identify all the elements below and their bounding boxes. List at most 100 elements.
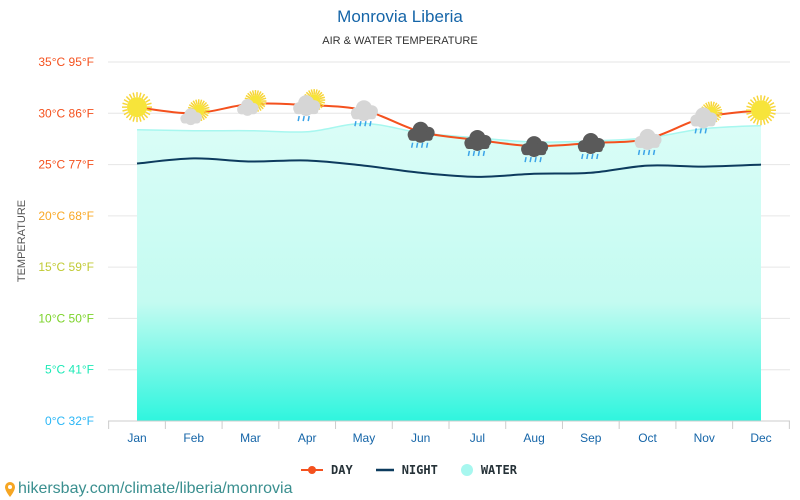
sun-ray — [714, 104, 720, 109]
sun-ray — [716, 108, 723, 112]
sun-ray — [319, 102, 325, 107]
sun-ray — [261, 97, 267, 101]
y-tick-label: 10°C 50°F — [38, 311, 94, 325]
footer-url: hikersbay.com/climate/liberia/monrovia — [18, 480, 293, 497]
sun-ray — [257, 105, 262, 111]
sun-ray — [203, 104, 209, 108]
rain-drop — [297, 115, 300, 122]
partly-cloudy-icon — [180, 99, 210, 126]
rain-drop — [415, 142, 419, 148]
sun-ray — [125, 113, 131, 119]
legend-item-water[interactable]: WATER — [460, 463, 517, 477]
sun-ray — [317, 91, 323, 97]
sun-ray — [138, 92, 142, 98]
x-tick-label: Jan — [127, 431, 146, 445]
sun-ray — [141, 93, 146, 99]
legend-water-label: WATER — [480, 463, 517, 477]
sun-ray — [132, 92, 136, 98]
cloud-base — [237, 108, 258, 115]
sun-ray — [769, 114, 775, 119]
sun-ray — [128, 115, 133, 121]
sun-ray — [707, 101, 711, 107]
sun-ray — [762, 95, 766, 101]
sun-ray — [752, 118, 757, 124]
rain-drop — [410, 142, 414, 148]
x-tick-label: Dec — [750, 431, 771, 445]
rain-drop — [307, 115, 310, 122]
storm-rain-icon — [577, 133, 605, 160]
rain-drop — [420, 142, 424, 148]
y-tick-label: 5°C 41°F — [45, 363, 94, 377]
sun-ray — [716, 106, 722, 111]
sun-ray — [145, 98, 151, 103]
sun-ray — [122, 102, 128, 106]
sun-ray — [716, 113, 723, 116]
rain-drop — [581, 153, 584, 160]
sun-ray — [122, 108, 128, 112]
y-tick-label: 20°C 68°F — [38, 209, 94, 223]
x-tick-label: Mar — [240, 431, 261, 445]
sun-ray — [308, 90, 312, 96]
rain-drop — [586, 153, 589, 160]
x-tick-label: Sep — [580, 431, 602, 445]
rain-drop — [534, 156, 537, 163]
sun-ray — [256, 90, 260, 96]
cloud-rain-icon — [634, 128, 662, 156]
sun-ray — [746, 112, 752, 115]
rain-drop — [591, 153, 594, 160]
sun-ray — [203, 112, 209, 117]
sun-ray — [712, 101, 715, 107]
sun-ray — [128, 93, 133, 99]
sun-disc — [751, 100, 771, 121]
x-tick-label: Aug — [523, 431, 544, 445]
sun-ray — [204, 111, 210, 114]
sun-ray — [747, 102, 753, 106]
sun-ray — [138, 116, 142, 122]
sun-ray — [143, 95, 149, 101]
cloud-base — [351, 112, 376, 120]
storm-rain-icon — [407, 121, 435, 148]
legend-item-day[interactable]: DAY — [300, 463, 353, 477]
x-tick-label: Apr — [298, 431, 317, 445]
sun-ray — [190, 101, 196, 107]
sun-ray — [716, 114, 722, 119]
x-tick-label: Feb — [183, 431, 204, 445]
cloud-base — [408, 133, 433, 141]
sun-ray — [202, 113, 208, 119]
cloud-base — [522, 148, 547, 156]
sun-ray — [204, 106, 210, 110]
sun-ray — [188, 104, 194, 108]
sun-ray — [319, 100, 326, 104]
sun-ray — [123, 98, 129, 103]
footer-link[interactable]: hikersbay.com/climate/liberia/monrovia — [4, 480, 292, 498]
sun-ray — [132, 116, 136, 122]
sun-ray — [769, 102, 775, 106]
partly-cloudy-icon — [237, 90, 267, 116]
legend: DAY NIGHT WATER — [300, 463, 517, 477]
sun-ray — [201, 115, 205, 121]
sun-ray — [125, 95, 131, 101]
rain-drop — [647, 149, 651, 156]
sun-ray — [143, 113, 149, 119]
sun-ray — [146, 102, 152, 106]
sun-ray — [756, 119, 760, 125]
rain-drop — [539, 156, 542, 163]
sun-ray — [747, 114, 753, 119]
sun-ray — [752, 96, 757, 102]
sun-ray — [705, 102, 709, 108]
rain-drop — [652, 149, 656, 156]
rain-drop — [637, 149, 641, 156]
night-line-icon — [375, 468, 394, 472]
legend-day-label: DAY — [331, 463, 353, 477]
y-tick-label: 15°C 59°F — [38, 260, 94, 274]
rain-drop — [354, 121, 357, 127]
rain-drop — [369, 121, 372, 127]
sun-ray — [249, 91, 254, 97]
sun-ray — [199, 99, 203, 105]
cloud-rain-icon — [350, 100, 378, 127]
sun-ray — [316, 90, 321, 96]
legend-item-night[interactable]: NIGHT — [375, 463, 438, 477]
sun-ray — [319, 96, 326, 100]
rain-drop — [467, 150, 471, 157]
sun-ray — [756, 95, 760, 101]
